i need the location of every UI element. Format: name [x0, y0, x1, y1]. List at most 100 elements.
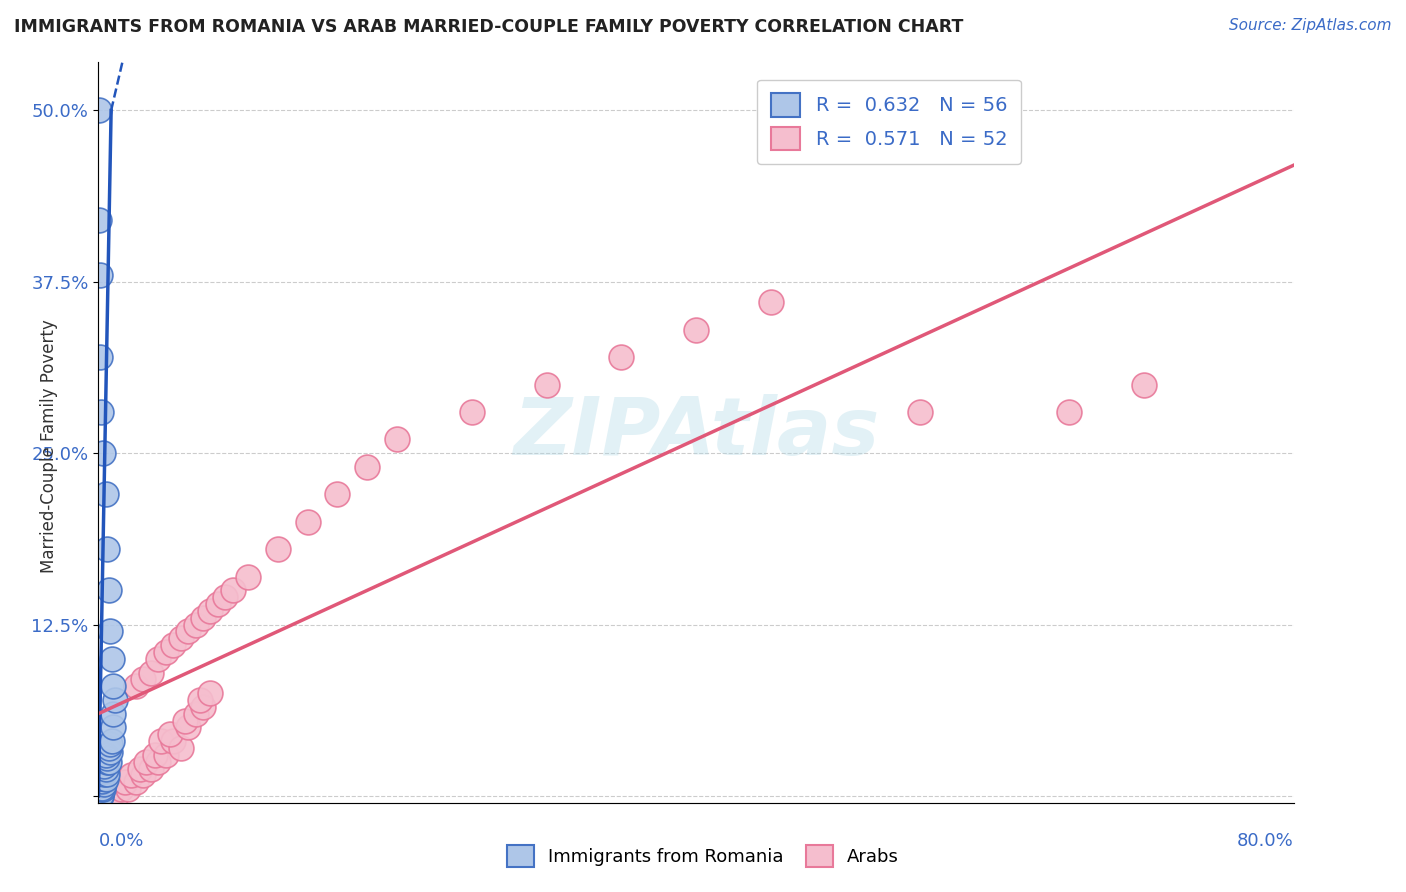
- Legend: R =  0.632   N = 56, R =  0.571   N = 52: R = 0.632 N = 56, R = 0.571 N = 52: [758, 79, 1021, 164]
- Point: [326, 487, 349, 501]
- Point: [93, 767, 115, 781]
- Text: IMMIGRANTS FROM ROMANIA VS ARAB MARRIED-COUPLE FAMILY POVERTY CORRELATION CHART: IMMIGRANTS FROM ROMANIA VS ARAB MARRIED-…: [14, 18, 963, 36]
- Point: [89, 268, 111, 282]
- Point: [135, 755, 157, 769]
- Point: [132, 673, 155, 687]
- Point: [117, 782, 139, 797]
- Point: [94, 772, 117, 787]
- Point: [96, 750, 118, 764]
- Point: [267, 542, 290, 557]
- Point: [177, 720, 200, 734]
- Point: [89, 786, 111, 800]
- Point: [120, 768, 142, 782]
- Point: [356, 459, 378, 474]
- Point: [139, 762, 162, 776]
- Point: [200, 686, 222, 700]
- Point: [191, 611, 214, 625]
- Point: [91, 764, 114, 779]
- Point: [200, 604, 222, 618]
- Point: [94, 487, 117, 501]
- Point: [908, 405, 931, 419]
- Text: Source: ZipAtlas.com: Source: ZipAtlas.com: [1229, 18, 1392, 33]
- Point: [101, 720, 124, 734]
- Point: [143, 747, 166, 762]
- Legend: Immigrants from Romania, Arabs: Immigrants from Romania, Arabs: [499, 838, 907, 874]
- Point: [536, 377, 558, 392]
- Point: [89, 213, 111, 227]
- Point: [89, 782, 111, 797]
- Point: [98, 624, 122, 639]
- Point: [103, 706, 125, 721]
- Text: Married-Couple Family Poverty: Married-Couple Family Poverty: [41, 319, 58, 573]
- Point: [91, 782, 114, 797]
- Text: 80.0%: 80.0%: [1237, 832, 1294, 850]
- Point: [461, 405, 484, 419]
- Point: [93, 758, 115, 772]
- Point: [91, 772, 114, 787]
- Point: [188, 693, 211, 707]
- Point: [90, 782, 112, 797]
- Point: [139, 665, 162, 680]
- Point: [89, 789, 111, 803]
- Point: [105, 789, 128, 803]
- Point: [98, 737, 122, 751]
- Point: [89, 783, 111, 797]
- Point: [94, 762, 117, 776]
- Point: [89, 788, 111, 802]
- Point: [169, 741, 191, 756]
- Point: [155, 645, 177, 659]
- Point: [90, 771, 112, 785]
- Point: [94, 747, 117, 762]
- Point: [101, 652, 124, 666]
- Point: [96, 767, 118, 781]
- Point: [191, 699, 214, 714]
- Point: [125, 775, 148, 789]
- Point: [98, 745, 122, 759]
- Point: [98, 789, 122, 803]
- Point: [1133, 377, 1156, 392]
- Point: [90, 786, 112, 800]
- Point: [93, 776, 115, 790]
- Point: [162, 638, 184, 652]
- Point: [97, 741, 120, 756]
- Point: [104, 693, 127, 707]
- Point: [89, 785, 111, 799]
- Point: [101, 734, 124, 748]
- Point: [103, 679, 125, 693]
- Point: [93, 771, 115, 785]
- Point: [148, 755, 170, 769]
- Point: [132, 768, 155, 782]
- Point: [610, 350, 633, 364]
- Point: [150, 734, 173, 748]
- Point: [91, 773, 114, 788]
- Point: [114, 775, 136, 789]
- Point: [97, 755, 120, 769]
- Point: [90, 778, 112, 792]
- Point: [297, 515, 319, 529]
- Point: [90, 405, 112, 419]
- Point: [110, 782, 132, 797]
- Point: [222, 583, 245, 598]
- Point: [90, 788, 112, 802]
- Point: [148, 652, 170, 666]
- Point: [96, 755, 118, 769]
- Point: [89, 780, 111, 794]
- Point: [162, 734, 184, 748]
- Point: [759, 295, 782, 310]
- Point: [685, 323, 707, 337]
- Point: [184, 706, 207, 721]
- Point: [125, 679, 148, 693]
- Point: [155, 747, 177, 762]
- Point: [91, 775, 114, 789]
- Point: [89, 789, 111, 803]
- Point: [207, 597, 229, 611]
- Point: [385, 433, 409, 447]
- Point: [1059, 405, 1081, 419]
- Point: [91, 768, 114, 782]
- Point: [90, 789, 112, 803]
- Point: [89, 780, 111, 795]
- Point: [91, 780, 114, 795]
- Point: [94, 764, 117, 779]
- Point: [96, 542, 118, 557]
- Point: [169, 632, 191, 646]
